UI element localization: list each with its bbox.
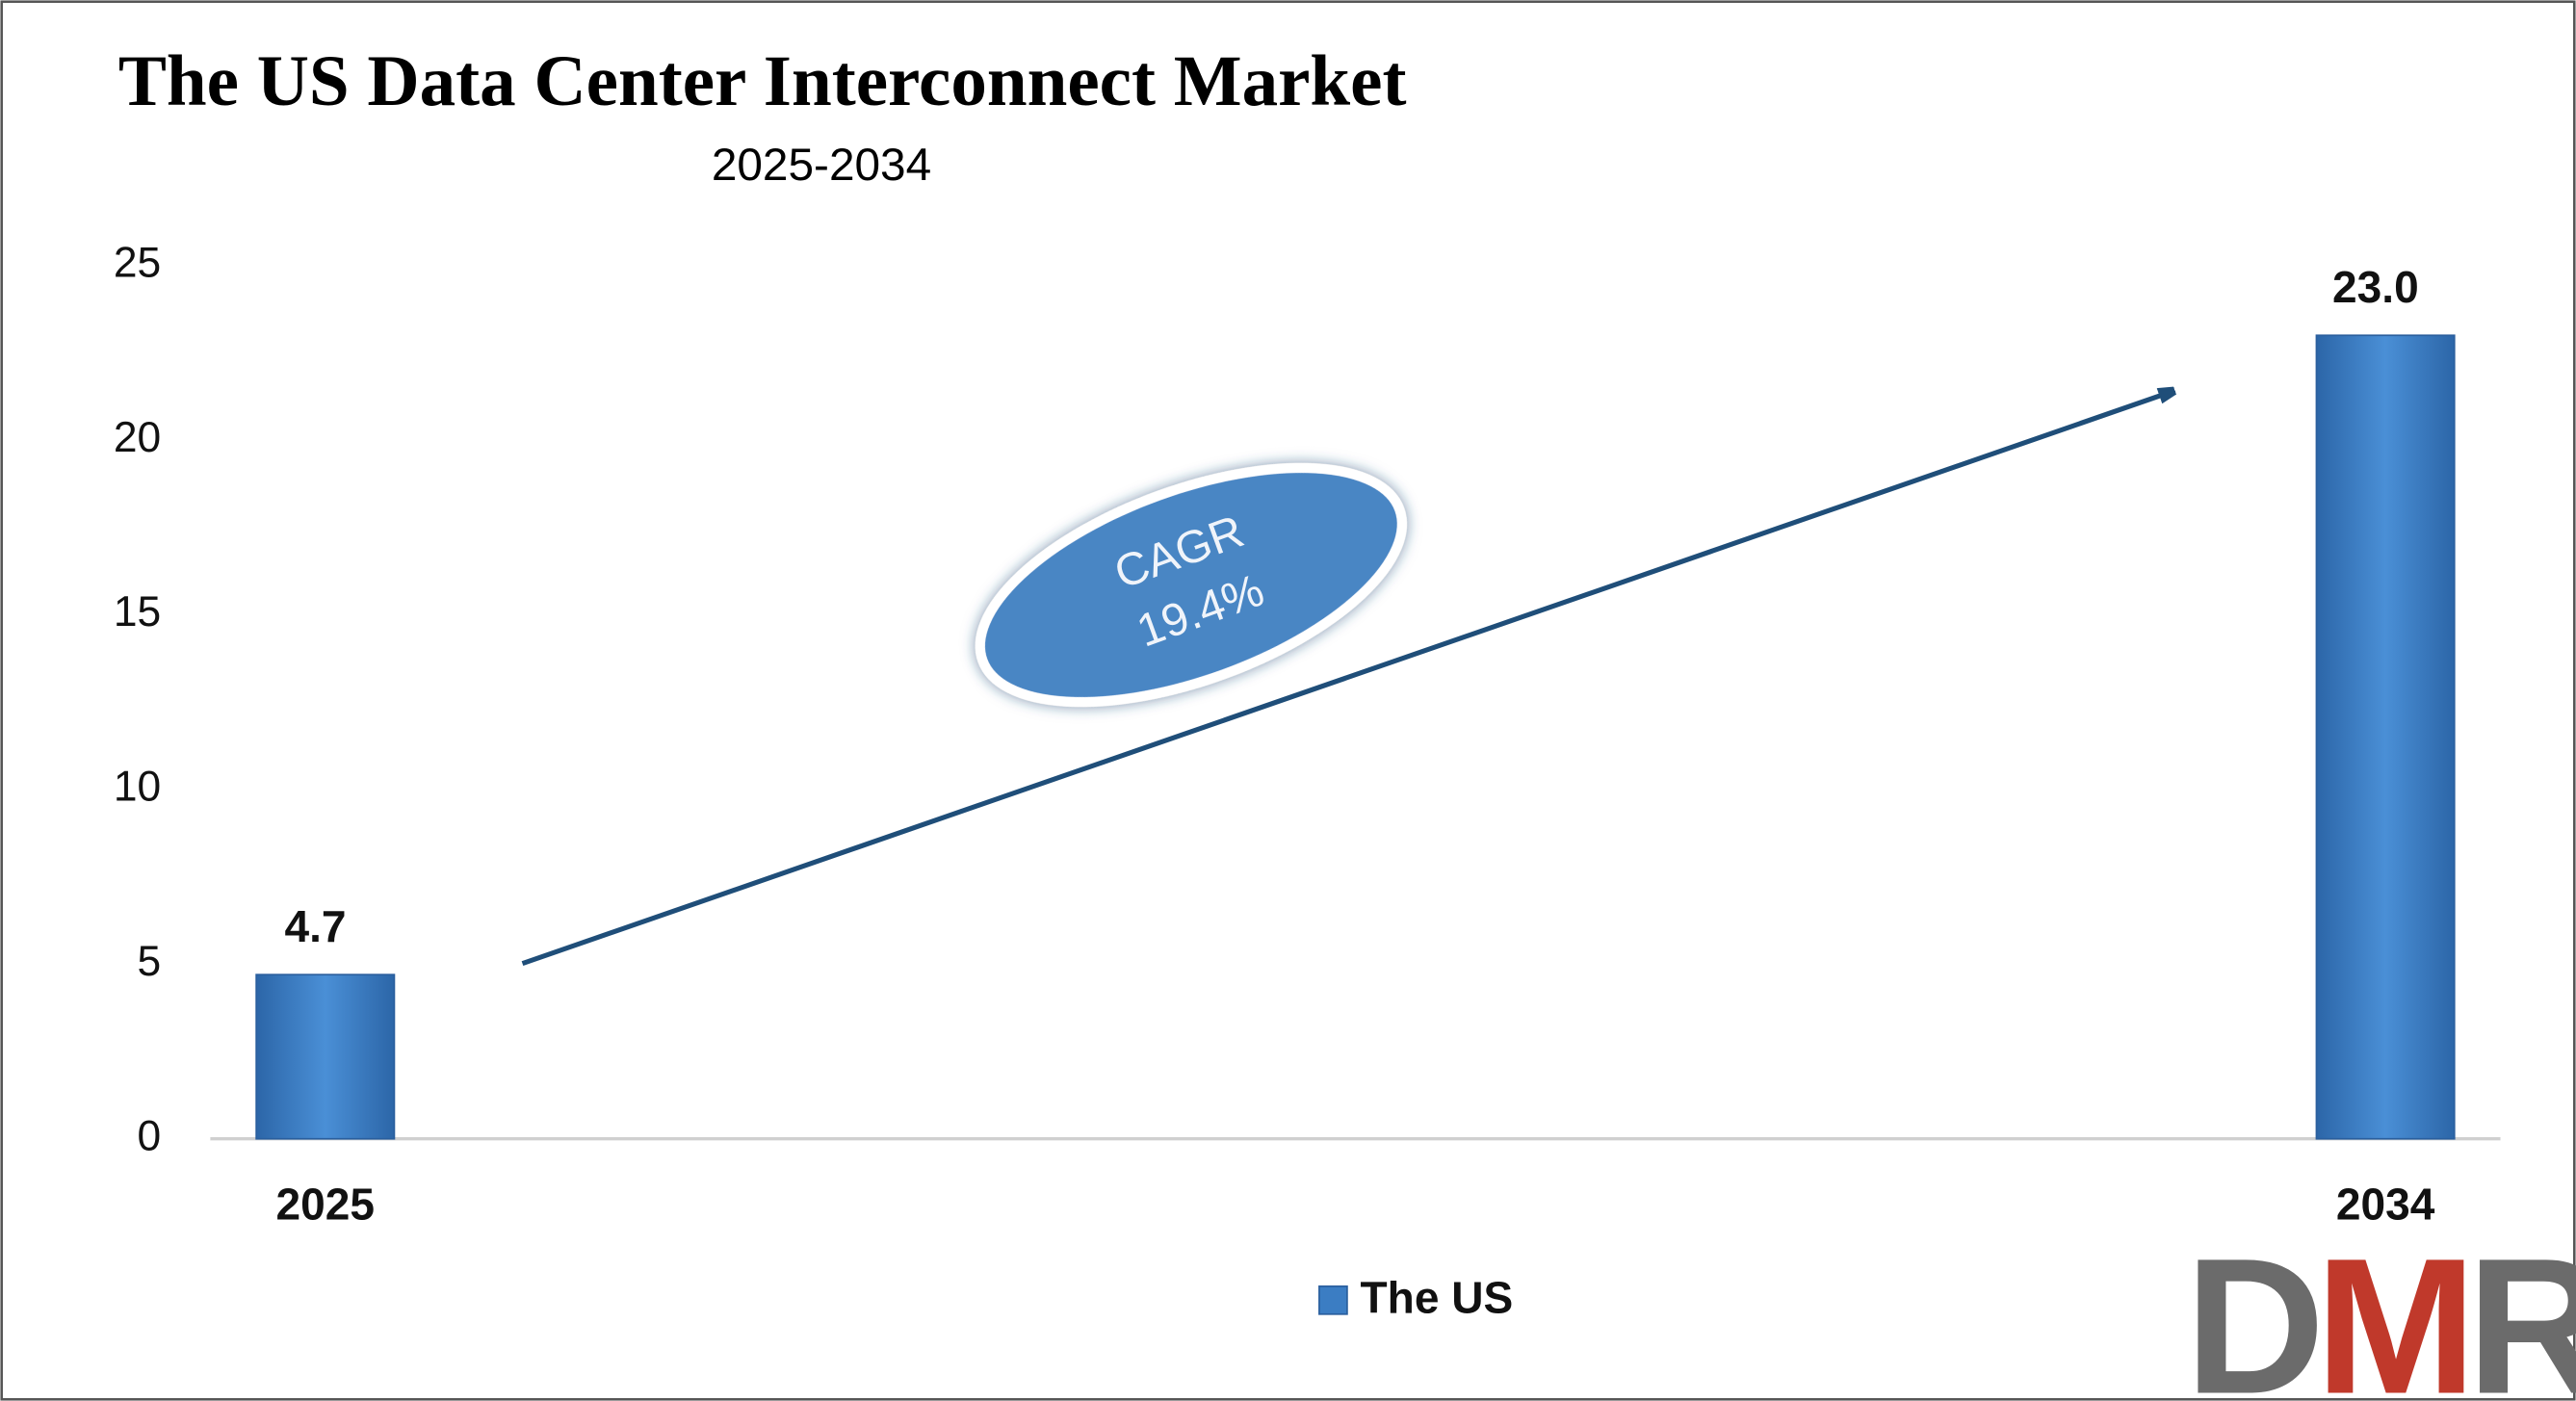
legend-label: The US [1361, 1272, 1514, 1322]
logo: DMR [2185, 1218, 2576, 1401]
bar [255, 973, 396, 1140]
y-tick-label: 15 [114, 588, 161, 636]
y-tick-label: 5 [138, 938, 162, 985]
trend-arrow [521, 392, 2173, 967]
legend-swatch [1318, 1285, 1348, 1315]
value-label: 23.0 [2332, 262, 2419, 312]
value-label: 4.7 [285, 901, 347, 951]
y-tick-label: 25 [114, 239, 161, 286]
cagr-ellipse [975, 462, 1408, 708]
logo-text: DMR [2185, 1218, 2576, 1401]
y-tick-label: 10 [114, 764, 161, 811]
y-tick-label: 20 [114, 414, 161, 461]
x-tick-label: 2025 [276, 1179, 375, 1229]
y-tick-label: 0 [138, 1112, 162, 1159]
cagr-badge: CAGR 19.4% [975, 462, 1408, 708]
chart-title: The US Data Center Interconnect Market [118, 41, 1407, 121]
bar [2315, 334, 2456, 1140]
chart-subtitle: 2025-2034 [712, 140, 931, 191]
x-tick-label: 2034 [2336, 1179, 2435, 1229]
